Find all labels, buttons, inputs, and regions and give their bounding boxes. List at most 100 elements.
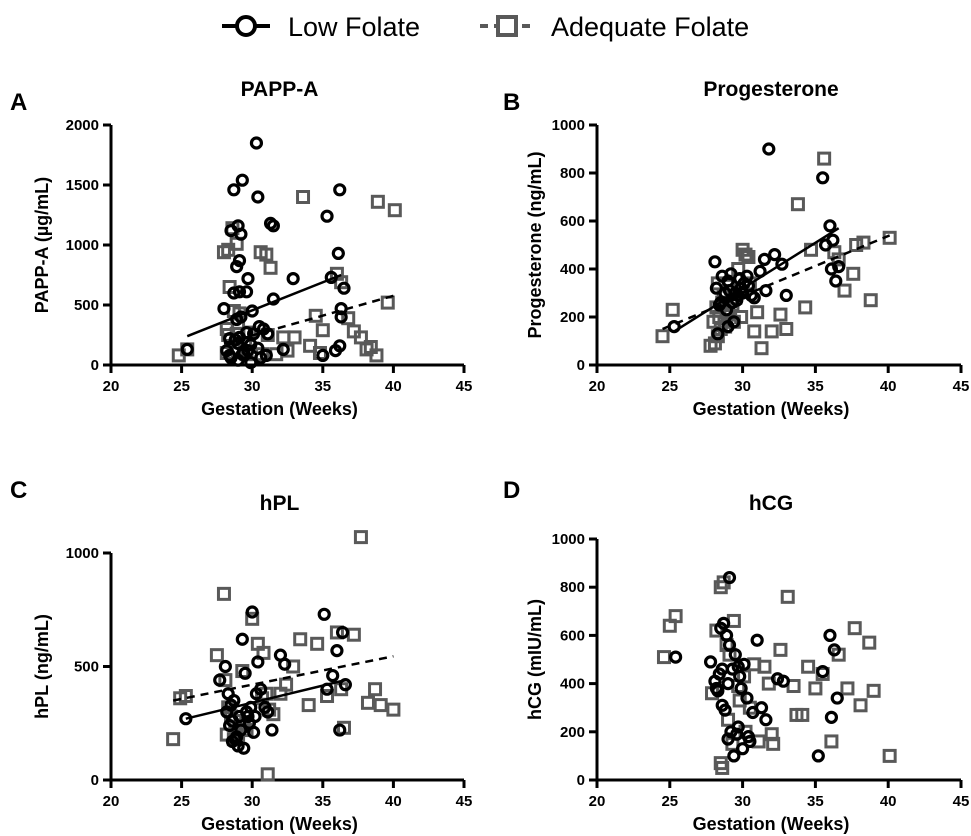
data-point-low-folate (741, 279, 756, 293)
data-point-adequate-folate (741, 250, 756, 264)
data-point-low-folate (709, 281, 723, 295)
data-point-low-folate (740, 691, 754, 705)
data-point-low-folate (258, 700, 272, 714)
data-point-adequate-folate (334, 275, 349, 290)
data-point-adequate-folate (346, 627, 361, 642)
data-point-low-folate (320, 209, 334, 223)
data-point-adequate-folate (863, 293, 878, 308)
data-point-adequate-folate (336, 720, 351, 735)
data-point-adequate-folate (728, 290, 743, 305)
data-point-adequate-folate (236, 718, 251, 733)
data-point-low-folate (735, 742, 750, 756)
data-point-low-folate (241, 344, 255, 358)
data-point-adequate-folate (235, 664, 250, 679)
data-point-adequate-folate (656, 650, 671, 665)
y-tick-label: 400 (560, 261, 585, 278)
data-point-low-folate (824, 710, 839, 724)
data-point-adequate-folate (831, 647, 846, 662)
data-point-adequate-folate (824, 734, 839, 749)
data-point-low-folate (244, 700, 258, 714)
data-point-low-folate (740, 269, 754, 283)
data-point-low-folate (227, 286, 241, 300)
y-tick-label: 1000 (66, 237, 99, 254)
x-tick-label: 25 (173, 793, 190, 810)
data-point-adequate-folate (764, 324, 779, 339)
data-point-low-folate (261, 327, 275, 341)
data-point-low-folate (744, 288, 758, 302)
data-point-low-folate (776, 674, 790, 688)
data-point-adequate-folate (853, 698, 868, 713)
data-point-low-folate (708, 674, 722, 688)
data-point-low-folate (249, 136, 264, 150)
data-point-low-folate (232, 254, 247, 268)
data-point-adequate-folate (780, 589, 795, 604)
panel-title-d: hCG (749, 492, 793, 515)
panel-b: B Progesterone 0 200 400 600 800 1000 20 25 30 35 40… (503, 78, 969, 419)
data-point-low-folate (725, 662, 740, 676)
data-point-adequate-folate (242, 325, 257, 340)
data-point-low-folate (775, 257, 789, 271)
fit-line-low-folate (185, 678, 346, 720)
data-point-low-folate (762, 142, 776, 156)
data-point-low-folate (330, 644, 344, 658)
data-point-low-folate (251, 341, 265, 355)
data-point-low-folate (276, 342, 290, 356)
data-point-adequate-folate (178, 689, 193, 704)
data-point-low-folate (223, 718, 237, 733)
x-tick-label: 20 (103, 793, 120, 810)
data-point-low-folate (232, 285, 247, 299)
panel-title-c: hPL (260, 492, 300, 515)
data-point-adequate-folate (761, 676, 776, 691)
data-point-low-folate (753, 264, 767, 278)
data-point-adequate-folate (655, 329, 670, 344)
data-point-low-folate (759, 284, 773, 298)
data-point-low-folate (230, 312, 244, 326)
data-point-low-folate (721, 732, 735, 746)
data-point-low-folate (747, 291, 761, 305)
data-point-adequate-folate (370, 194, 385, 209)
data-point-low-folate (227, 183, 241, 197)
data-point-adequate-folate (221, 328, 236, 342)
data-point-adequate-folate (224, 709, 239, 724)
data-point-low-folate (223, 332, 237, 346)
y-tick-label: 0 (91, 357, 99, 374)
data-point-low-folate (241, 272, 255, 286)
data-point-adequate-folate (725, 736, 740, 751)
data-point-low-folate (721, 676, 735, 691)
data-point-adequate-folate (287, 330, 302, 345)
data-point-adequate-folate (668, 609, 683, 624)
data-point-low-folate (334, 302, 348, 316)
data-point-adequate-folate (226, 304, 241, 318)
data-point-low-folate (237, 741, 251, 755)
data-point-adequate-folate (259, 686, 274, 701)
data-point-low-folate (727, 315, 741, 329)
data-point-low-folate (331, 246, 345, 260)
data-point-adequate-folate (715, 760, 730, 775)
data-point-low-folate (746, 705, 760, 720)
data-point-low-folate (244, 356, 258, 370)
data-point-low-folate (256, 322, 271, 336)
data-point-adequate-folate (260, 328, 275, 342)
data-point-adequate-folate (334, 682, 349, 697)
data-point-low-folate (218, 659, 232, 674)
data-point-low-folate (730, 727, 744, 741)
data-point-adequate-folate (721, 712, 736, 727)
data-point-adequate-folate (847, 621, 862, 636)
data-point-low-folate (722, 638, 737, 652)
data-point-adequate-folate (866, 683, 881, 698)
data-point-low-folate (816, 171, 830, 185)
data-point-low-folate (333, 339, 347, 353)
x-tick-label: 45 (953, 793, 970, 810)
data-point-low-folate (266, 292, 280, 306)
data-point-low-folate (259, 348, 273, 362)
data-point-low-folate (712, 298, 726, 312)
y-axis-title: hCG (mIU/mL) (525, 599, 545, 720)
data-point-adequate-folate (231, 316, 246, 330)
y-tick-label: 1500 (66, 177, 99, 194)
data-point-adequate-folate (259, 247, 274, 262)
data-point-low-folate (249, 687, 264, 701)
data-point-adequate-folate (360, 695, 375, 710)
data-point-adequate-folate (721, 307, 736, 322)
